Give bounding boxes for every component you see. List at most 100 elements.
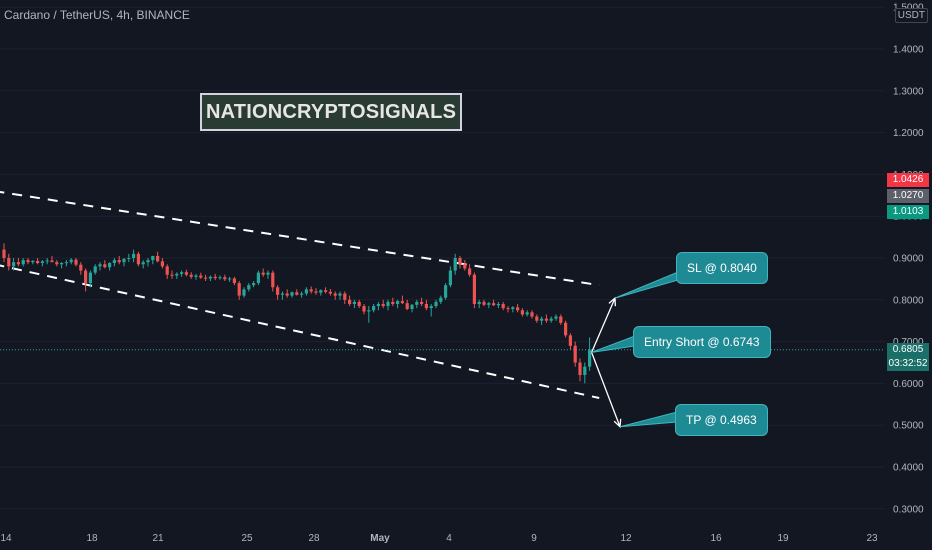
candle-body xyxy=(544,318,548,321)
candle-body xyxy=(170,274,174,276)
candle-body xyxy=(372,306,376,311)
candle-body xyxy=(564,322,568,336)
candle-body xyxy=(588,349,592,367)
candle-body xyxy=(535,316,539,321)
candle-body xyxy=(112,260,116,264)
x-tick-label: 23 xyxy=(866,533,878,544)
candle-body xyxy=(136,253,140,265)
y-tick-label: 1.4000 xyxy=(893,45,924,56)
x-tick-label: 19 xyxy=(777,533,789,544)
candle-body xyxy=(453,258,457,271)
candle-body xyxy=(175,273,179,276)
watermark-banner: NATIONCRYPTOSIGNALS xyxy=(200,93,463,131)
candle-body xyxy=(218,277,222,279)
entry-callout[interactable]: Entry Short @ 0.6743 xyxy=(633,326,771,358)
candle-body xyxy=(60,263,64,265)
candle-body xyxy=(256,272,260,284)
candle-body xyxy=(55,262,59,265)
last-price-tag: 0.6805 xyxy=(887,343,929,357)
candle-body xyxy=(127,258,131,259)
candle-body xyxy=(348,299,352,304)
candle-body xyxy=(300,293,304,295)
x-tick-label: 16 xyxy=(710,533,722,544)
candle-body xyxy=(458,258,462,265)
candle-body xyxy=(304,289,308,294)
x-tick-label: 12 xyxy=(620,533,632,544)
candle-body xyxy=(477,301,481,304)
take-profit-arrow[interactable] xyxy=(590,352,621,427)
candle-body xyxy=(117,260,121,263)
x-tick-label: 21 xyxy=(152,533,164,544)
chart-title: Cardano / TetherUS, 4h, BINANCE xyxy=(4,8,190,22)
candle-body xyxy=(108,263,112,268)
take-profit-callout[interactable]: TP @ 0.4963 xyxy=(675,404,768,436)
candle-body xyxy=(352,301,356,304)
candle-body xyxy=(410,304,414,309)
candle-body xyxy=(84,270,88,284)
candle-body xyxy=(549,318,553,321)
candle-body xyxy=(338,293,342,296)
candle-body xyxy=(208,276,212,279)
candle-body xyxy=(487,303,491,305)
candle-body xyxy=(160,261,164,267)
candle-body xyxy=(228,278,232,280)
candle-body xyxy=(516,307,520,311)
stop-loss-callout-tail xyxy=(614,271,679,299)
candle-body xyxy=(79,264,83,271)
candle-body xyxy=(247,285,251,290)
candle-body xyxy=(333,293,337,296)
candle-body xyxy=(93,266,97,273)
candle-body xyxy=(276,287,280,295)
candle-body xyxy=(2,249,6,258)
stop-loss-arrow[interactable] xyxy=(591,297,616,353)
y-tick-label: 0.6000 xyxy=(893,379,924,390)
candle-body xyxy=(386,301,390,307)
price-tag-high: 1.0426 xyxy=(887,173,929,187)
candle-body xyxy=(141,262,145,265)
candle-body xyxy=(122,258,126,263)
candle-body xyxy=(525,312,529,315)
stop-loss-callout[interactable]: SL @ 0.8040 xyxy=(676,252,768,284)
candle-body xyxy=(357,301,361,307)
lower-channel-line[interactable] xyxy=(0,264,600,400)
candle-body xyxy=(194,275,198,277)
candle-body xyxy=(132,253,136,258)
candle-body xyxy=(290,292,294,296)
candle-body xyxy=(482,301,486,305)
candle-body xyxy=(520,310,524,315)
candle-body xyxy=(223,277,227,280)
candle-body xyxy=(400,301,404,304)
candle-body xyxy=(492,303,496,306)
candle-body xyxy=(21,260,25,265)
candle-body xyxy=(26,260,30,263)
candle-body xyxy=(376,303,380,307)
candle-body xyxy=(573,345,577,363)
y-tick-label: 0.9000 xyxy=(893,254,924,265)
candle-body xyxy=(199,275,203,278)
candle-body xyxy=(64,262,68,264)
candle-body xyxy=(252,283,256,286)
upper-channel-line[interactable] xyxy=(0,190,600,287)
x-tick-label: 14 xyxy=(0,533,12,544)
candle-body xyxy=(444,285,448,298)
candle-body xyxy=(295,292,299,295)
candle-body xyxy=(367,310,371,312)
candle-body xyxy=(405,303,409,309)
candle-body xyxy=(468,268,472,275)
candle-body xyxy=(511,307,515,309)
x-tick-label: 28 xyxy=(308,533,320,544)
y-tick-label: 1.3000 xyxy=(893,86,924,97)
x-tick-label: 9 xyxy=(531,533,537,544)
candle-body xyxy=(12,262,16,267)
candle-body xyxy=(146,260,150,263)
candle-body xyxy=(36,260,40,264)
candle-body xyxy=(98,264,102,267)
candle-body xyxy=(156,255,160,262)
candle-body xyxy=(69,259,73,263)
candle-body xyxy=(496,303,500,306)
currency-badge[interactable]: USDT xyxy=(894,8,928,23)
candle-body xyxy=(50,260,54,263)
candle-body xyxy=(184,272,188,275)
